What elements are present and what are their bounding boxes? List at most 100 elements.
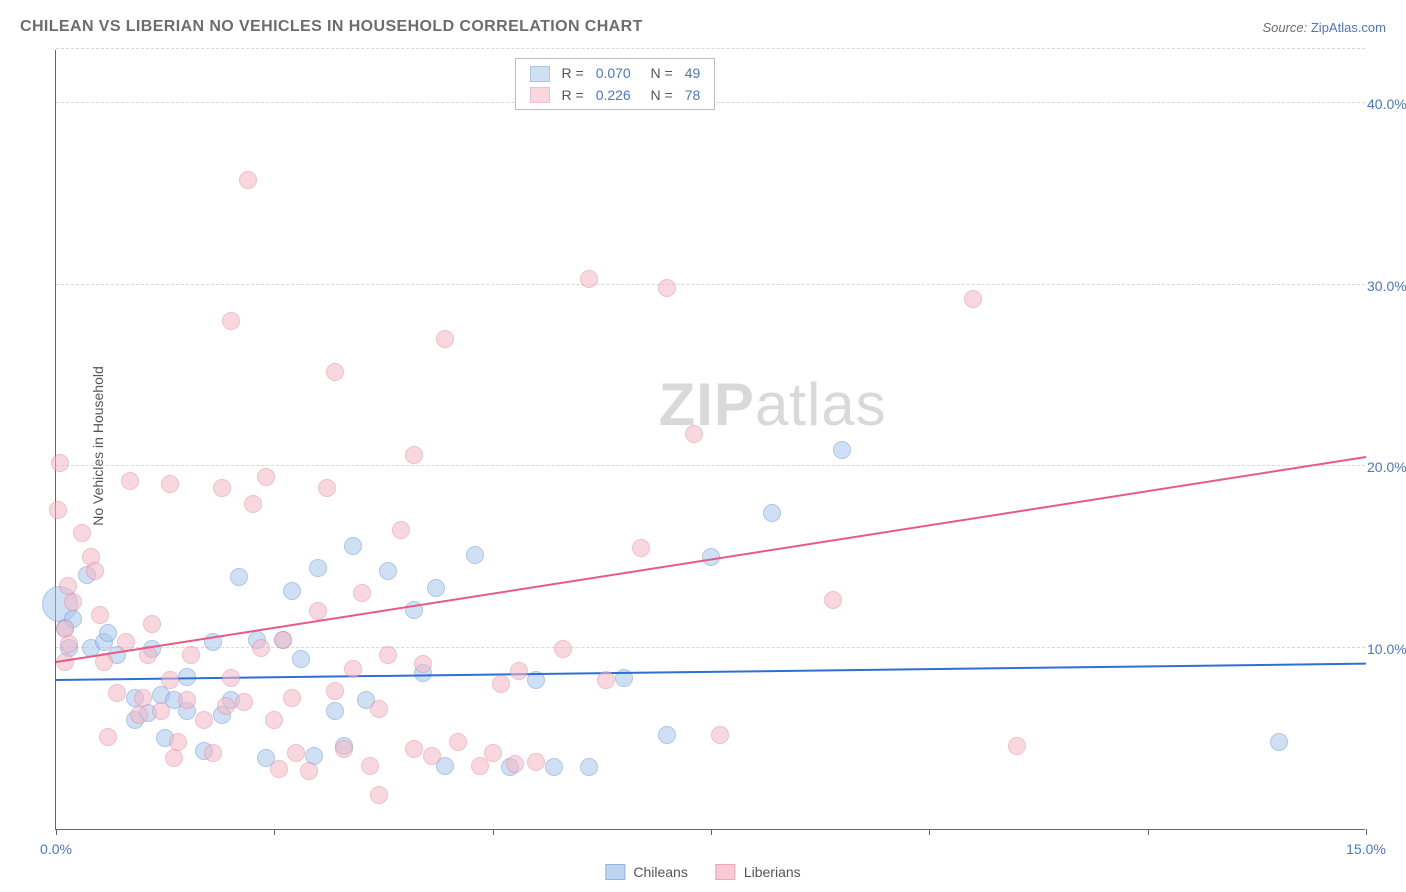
data-point: [711, 726, 729, 744]
data-point: [59, 577, 77, 595]
data-point: [252, 639, 270, 657]
data-point: [484, 744, 502, 762]
stat-n-label: N =: [637, 63, 679, 84]
data-point: [51, 454, 69, 472]
y-tick-label: 30.0%: [1359, 278, 1406, 294]
data-point: [392, 521, 410, 539]
data-point: [161, 475, 179, 493]
data-point: [326, 702, 344, 720]
data-point: [685, 425, 703, 443]
data-point: [134, 689, 152, 707]
legend-swatch: [530, 87, 550, 103]
data-point: [318, 479, 336, 497]
data-point: [344, 660, 362, 678]
data-point: [833, 441, 851, 459]
stat-r-label: R =: [556, 63, 590, 84]
data-point: [658, 279, 676, 297]
x-tick: [274, 829, 275, 835]
data-point: [370, 786, 388, 804]
stat-n-value: 78: [679, 84, 707, 105]
legend-item: Chileans: [605, 864, 687, 880]
data-point: [309, 602, 327, 620]
x-tick-label: 15.0%: [1346, 841, 1386, 857]
data-point: [527, 753, 545, 771]
data-point: [436, 330, 454, 348]
legend-swatch: [716, 864, 736, 880]
source-attribution: Source: ZipAtlas.com: [1262, 20, 1386, 35]
data-point: [300, 762, 318, 780]
data-point: [414, 655, 432, 673]
data-point: [335, 740, 353, 758]
y-tick-label: 40.0%: [1359, 96, 1406, 112]
data-point: [274, 631, 292, 649]
data-point: [257, 468, 275, 486]
series-legend: Chileans Liberians: [605, 864, 800, 880]
data-point: [86, 562, 104, 580]
scatter-chart: 10.0%20.0%30.0%40.0%0.0%15.0%ZIPatlasR =…: [55, 50, 1365, 830]
data-point: [379, 562, 397, 580]
chart-title: CHILEAN VS LIBERIAN NO VEHICLES IN HOUSE…: [20, 18, 643, 36]
data-point: [64, 593, 82, 611]
legend-swatch: [530, 66, 550, 82]
data-point: [510, 662, 528, 680]
trend-line: [56, 663, 1366, 681]
data-point: [632, 539, 650, 557]
data-point: [222, 669, 240, 687]
legend-item: Liberians: [716, 864, 801, 880]
data-point: [178, 691, 196, 709]
data-point: [1270, 733, 1288, 751]
stat-r-value: 0.070: [590, 63, 637, 84]
data-point: [161, 671, 179, 689]
data-point: [270, 760, 288, 778]
source-prefix: Source:: [1262, 20, 1310, 35]
data-point: [239, 171, 257, 189]
data-point: [130, 706, 148, 724]
legend-label: Chileans: [633, 864, 687, 880]
data-point: [265, 711, 283, 729]
stat-r-label: R =: [556, 84, 590, 105]
data-point: [824, 591, 842, 609]
data-point: [230, 568, 248, 586]
data-point: [283, 582, 301, 600]
stat-n-label: N =: [637, 84, 679, 105]
gridline: [56, 284, 1365, 285]
x-tick: [493, 829, 494, 835]
data-point: [326, 363, 344, 381]
data-point: [283, 689, 301, 707]
data-point: [143, 615, 161, 633]
y-tick-label: 10.0%: [1359, 641, 1406, 657]
data-point: [379, 646, 397, 664]
stat-r-value: 0.226: [590, 84, 637, 105]
data-point: [449, 733, 467, 751]
data-point: [99, 728, 117, 746]
data-point: [108, 684, 126, 702]
stats-legend: R =0.070 N =49R =0.226 N =78: [515, 58, 716, 111]
data-point: [292, 650, 310, 668]
data-point: [580, 758, 598, 776]
data-point: [597, 671, 615, 689]
data-point: [287, 744, 305, 762]
data-point: [235, 693, 253, 711]
data-point: [213, 479, 231, 497]
data-point: [204, 744, 222, 762]
data-point: [492, 675, 510, 693]
data-point: [353, 584, 371, 602]
data-point: [405, 740, 423, 758]
data-point: [73, 524, 91, 542]
data-point: [169, 733, 187, 751]
data-point: [309, 559, 327, 577]
data-point: [217, 697, 235, 715]
data-point: [326, 682, 344, 700]
data-point: [506, 755, 524, 773]
data-point: [964, 290, 982, 308]
data-point: [370, 700, 388, 718]
data-point: [165, 749, 183, 767]
source-link[interactable]: ZipAtlas.com: [1311, 20, 1386, 35]
data-point: [60, 635, 78, 653]
data-point: [361, 757, 379, 775]
legend-swatch: [605, 864, 625, 880]
data-point: [554, 640, 572, 658]
data-point: [545, 758, 563, 776]
data-point: [91, 606, 109, 624]
data-point: [427, 579, 445, 597]
